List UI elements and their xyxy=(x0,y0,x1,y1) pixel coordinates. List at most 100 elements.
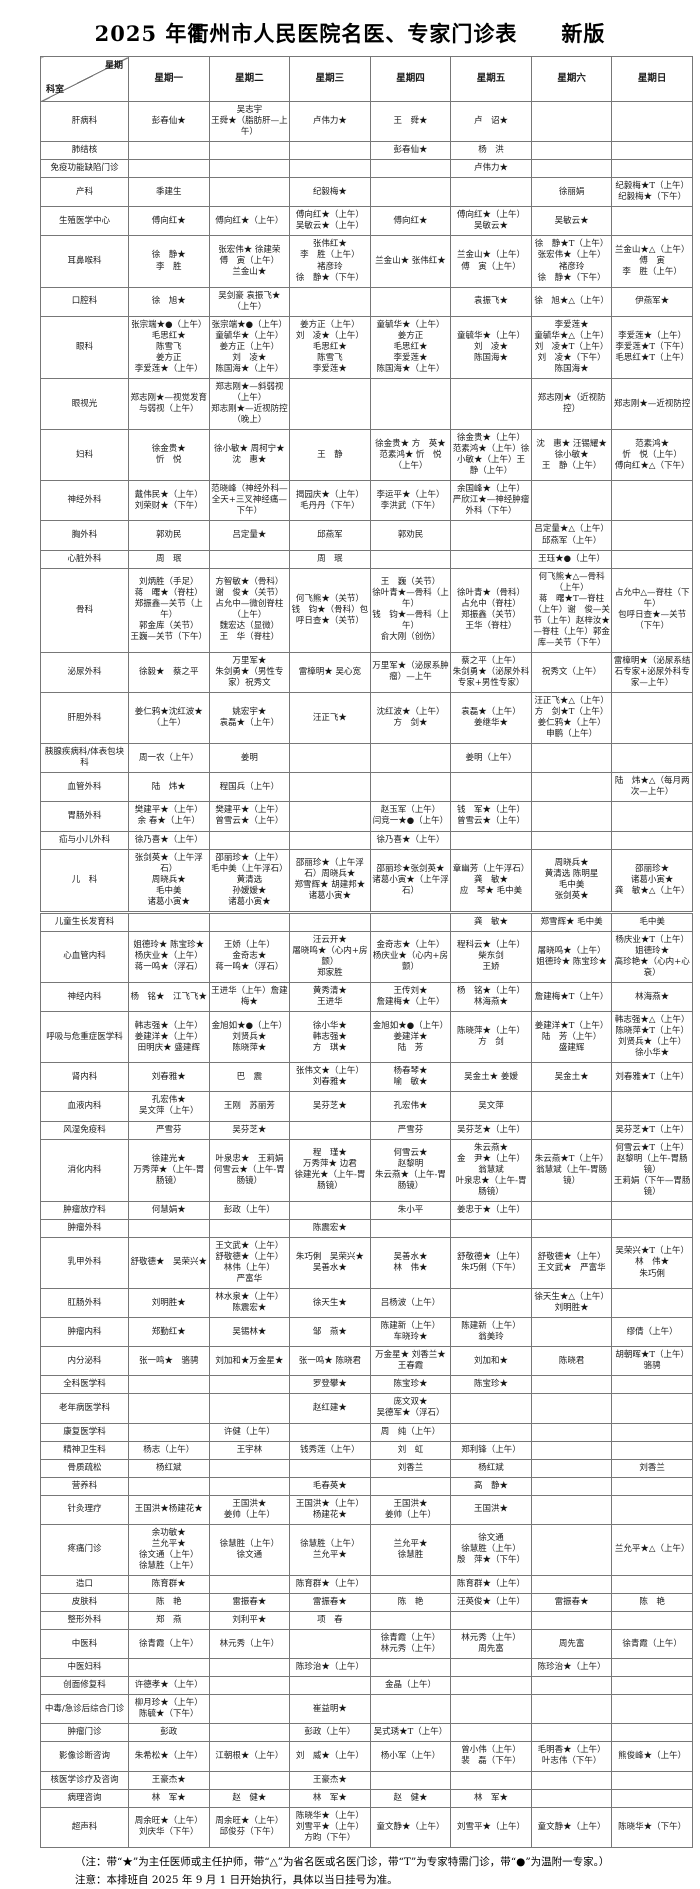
schedule-cell: 徐叶青★（骨科） 占允中（脊柱） 郑振鑫（关节） 王华（脊柱） xyxy=(450,567,532,653)
schedule-cell: 吴剑豪 袁振飞★（上午） xyxy=(208,286,291,317)
schedule-cell xyxy=(611,141,693,161)
dept-cell: 口腔科 xyxy=(40,286,129,317)
schedule-cell: 徐青霞（上午） xyxy=(611,1629,693,1660)
schedule-cell: 张宗端★●（上午） 毛思红★ 陈雪飞 姜方正 李爱莲★（上午） xyxy=(128,315,210,379)
schedule-cell: 徐金贵★ 忻 悦 xyxy=(128,429,210,482)
table-row: 胸外科 郭劝民 吕定量★ 邱燕军 郭劝民 吕定量★△（上午） 邱燕军（上午） xyxy=(40,520,693,551)
schedule-cell xyxy=(289,910,371,932)
schedule-cell: 张宗端★●（上午） 童毓华★（上午） 姜方正（上午） 刘 凌★ 陈国海★（上午） xyxy=(208,315,291,379)
schedule-cell xyxy=(289,772,371,803)
table-row: 眼视光 郑志刚★—视觉发育与弱视（上午） 郑志刚★—斜弱视（上午） 郑志刚★—近视防… xyxy=(40,377,693,431)
schedule-cell xyxy=(450,1422,532,1442)
schedule-cell xyxy=(369,910,452,932)
schedule-cell: 韩志强★（上午） 姜建洋★（上午） 田明庆★ 盛建辉 xyxy=(128,1011,210,1064)
schedule-cell: 吴文萍 xyxy=(450,1091,532,1122)
schedule-cell: 詹建梅★T（上午） xyxy=(530,982,613,1013)
schedule-cell: 陈 艳 xyxy=(369,1593,452,1613)
schedule-cell: 王传刘★ 詹建梅★（上午） xyxy=(369,982,452,1013)
schedule-cell: 高 静★ xyxy=(450,1476,532,1496)
schedule-cell xyxy=(530,1611,613,1631)
schedule-cell: 陈 艳 xyxy=(128,1593,210,1613)
day-header-5: 星期五 xyxy=(450,56,532,102)
table-row: 儿童生长发育科 龚 敏★ 郑雪辉★ 毛中美 毛中美 xyxy=(40,910,693,932)
schedule-cell: 朱巧俐 吴荣兴★ 吴善水★ xyxy=(289,1236,371,1290)
schedule-cell: 李爱莲★（上午） 李爱莲★T（下午） 毛思红★T（上午） xyxy=(611,315,693,379)
schedule-cell: 王进华（上午）詹建梅★ xyxy=(208,982,291,1013)
schedule-cell: 何飞熊★（关节） 钱 钧★（骨科）包呼日查★（关节） xyxy=(289,567,371,653)
schedule-cell: 何雪云★T（上午） 赵黎明（上午-胃肠镜） 王莉娟（下午—胃肠镜） xyxy=(611,1138,693,1202)
schedule-cell xyxy=(369,1218,452,1238)
schedule-cell: 钱 军★（上午） 曾雪云★（上午） xyxy=(450,801,532,832)
schedule-cell xyxy=(611,1218,693,1238)
footer-note-legend: （注：带“★”为主任医师或主任护师，带“△”为省名医或名医门诊，带“T”为专家特… xyxy=(75,1855,610,1868)
schedule-cell xyxy=(530,1317,613,1348)
schedule-cell: 陈育群★（上午） xyxy=(450,1574,532,1595)
dept-cell: 血管外科 xyxy=(40,772,129,803)
schedule-cell: 陈建新（上午） 翁美玲 xyxy=(450,1317,532,1348)
schedule-cell: 刘春雅★ xyxy=(128,1062,210,1093)
schedule-cell: 郑勤红★ xyxy=(128,1317,210,1348)
schedule-cell: 熊俊峰★（上午） xyxy=(611,1741,693,1772)
schedule-cell xyxy=(611,1770,693,1790)
schedule-cell: 郑志刚★—视觉发育与弱视（上午） xyxy=(128,377,210,431)
schedule-cell xyxy=(208,1676,291,1696)
dept-cell: 肿瘤内科 xyxy=(40,1317,129,1348)
schedule-cell: 姜明（上午） xyxy=(450,743,532,774)
schedule-cell: 缪倩（上午） xyxy=(611,1317,693,1348)
schedule-cell xyxy=(611,159,693,179)
schedule-cell: 王刚 苏丽芳 xyxy=(208,1091,291,1122)
schedule-cell xyxy=(530,1770,613,1790)
schedule-cell: 林 军★ xyxy=(289,1788,371,1808)
schedule-cell: 陈育群★（上午） xyxy=(289,1574,371,1595)
table-row: 皮肤科陈 艳雷振春★ 雷振春★ 陈 艳汪英俊★（上午） 雷振春★ 陈 艳 xyxy=(40,1593,693,1613)
schedule-cell: 吴芬芝★（上午） xyxy=(450,1120,532,1140)
schedule-cell xyxy=(369,177,452,208)
schedule-cell: 黄秀清★ 王进华 xyxy=(289,982,371,1013)
schedule-cell: 杨 洪 xyxy=(450,141,532,161)
schedule-cell: 万里军★ 朱剑勇★（男性专家）祝秀文 xyxy=(208,651,291,694)
schedule-cell: 陈宝珍★ xyxy=(450,1375,532,1395)
schedule-cell: 刘炳胜（手足） 蒋 曙★（脊柱） 郑振鑫—关节（上午） 郭金库（关节） 王巍—关… xyxy=(128,567,210,653)
schedule-cell: 范晓峰（神经外科—全天+三叉神经痛—下午） xyxy=(208,480,291,522)
schedule-cell: 江朝根★（上午） xyxy=(208,1741,291,1772)
schedule-cell: 姜建洋★T（上午） 陆 芳（上午） 盛建辉 xyxy=(530,1011,613,1064)
schedule-cell: 吴芬芝★T（上午） xyxy=(611,1120,693,1140)
schedule-cell: 姜忠于★（上午） xyxy=(450,1200,532,1220)
dept-cell: 骨质疏松 xyxy=(40,1458,129,1478)
schedule-cell: 卢 诏★ xyxy=(450,100,532,143)
schedule-cell xyxy=(128,1658,210,1678)
day-header-3: 星期三 xyxy=(289,56,371,102)
schedule-cell: 万里军★（泌尿系肿瘤）—上午 xyxy=(369,651,452,694)
schedule-cell xyxy=(128,141,210,161)
dept-cell: 儿童生长发育科 xyxy=(40,910,129,932)
schedule-cell: 刘 虹 xyxy=(369,1440,452,1460)
schedule-cell: 童毓华★（上午） 姜方正 毛思红★ 李爱莲★ 陈国海★（上午） xyxy=(369,315,452,379)
dept-cell: 神经内科 xyxy=(40,982,129,1013)
dept-cell: 眼视光 xyxy=(40,377,129,431)
table-row: 中毒/急诊后综合门诊 柳月珍★（上午） 陈毓★（下午） 崔益明★ xyxy=(40,1694,693,1725)
schedule-cell: 林 军★ xyxy=(450,1788,532,1808)
dept-cell: 风湿免疫科 xyxy=(40,1120,129,1140)
schedule-cell xyxy=(208,830,291,850)
schedule-cell xyxy=(369,549,452,569)
schedule-cell xyxy=(611,1694,693,1725)
dept-cell: 心脏外科 xyxy=(40,549,129,569)
schedule-cell: 兰允平★ 徐慧胜 xyxy=(369,1523,452,1576)
schedule-cell xyxy=(530,1494,613,1525)
schedule-cell: 樊建平★（上午） 曾雪云★（上午） xyxy=(208,801,291,832)
schedule-cell: 陈珍治★（上午） xyxy=(530,1658,613,1678)
table-row: 肿瘤放疗科 何慧娟★ 彭政（上午） 朱小平 姜忠于★（上午） xyxy=(40,1200,693,1220)
dept-cell: 病理咨询 xyxy=(40,1788,129,1808)
table-row: 病理咨询林 军★ 赵 健★ 林 军★ 赵 健★ 林 军★ xyxy=(40,1788,693,1808)
schedule-cell xyxy=(208,1393,291,1424)
table-row: 产科 季建生 纪毅梅★ 徐丽娟 纪毅梅★T（上午） 纪毅梅★（下午） xyxy=(40,177,693,208)
schedule-cell xyxy=(208,1694,291,1725)
schedule-cell: 王宇林 xyxy=(208,1440,291,1460)
day-header-1: 星期一 xyxy=(128,56,210,102)
table-row: 肝病科 彭春仙★ 吴志宇 王舜★（脂肪肝—上午） 卢伟力★ 王 舜★ 卢 诏★ xyxy=(40,100,693,143)
schedule-cell: 袁振飞★ xyxy=(450,286,532,317)
schedule-cell: 王珏★●（上午） xyxy=(530,549,613,569)
schedule-cell xyxy=(530,159,613,179)
schedule-cell: 毛春英★ xyxy=(289,1476,371,1496)
schedule-cell: 陈震宏★ xyxy=(289,1218,371,1238)
